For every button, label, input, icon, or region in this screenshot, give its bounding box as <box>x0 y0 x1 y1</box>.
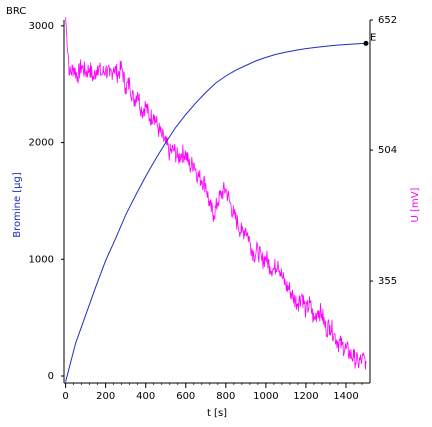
x-tick-label: 400 <box>136 391 155 402</box>
left-y-tick-label: 3000 <box>29 21 54 32</box>
right-y-axis-label: U [mV] <box>410 187 421 222</box>
left-y-axis-ticks: 0 1000 2000 3000 <box>29 21 64 382</box>
x-axis-label: t [s] <box>207 408 227 419</box>
x-tick-label: 1000 <box>253 391 278 402</box>
chart-title: BRC <box>6 6 26 17</box>
right-y-tick-label: 652 <box>378 15 397 26</box>
end-point-marker <box>363 40 369 46</box>
right-y-tick-label: 504 <box>378 145 397 156</box>
x-tick-label: 1200 <box>293 391 318 402</box>
series-voltage-line <box>65 17 367 370</box>
x-tick-label: 0 <box>62 391 68 402</box>
x-tick-label: 200 <box>96 391 115 402</box>
plot-frame <box>63 20 371 384</box>
end-point-label: E <box>370 32 376 43</box>
x-axis-ticks: 0 200 400 600 800 1000 1200 1400 <box>62 383 359 402</box>
left-y-axis-label: Bromine [µg] <box>12 172 23 238</box>
right-y-tick-label: 355 <box>378 276 397 287</box>
left-y-tick-label: 0 <box>48 371 54 382</box>
x-tick-label: 1400 <box>333 391 358 402</box>
x-tick-label: 800 <box>216 391 235 402</box>
series-bromine-line <box>65 42 367 382</box>
right-y-axis-ticks: 355 504 652 <box>370 15 397 287</box>
left-y-tick-label: 2000 <box>29 138 54 149</box>
x-tick-label: 600 <box>176 391 195 402</box>
left-y-tick-label: 1000 <box>29 254 54 265</box>
